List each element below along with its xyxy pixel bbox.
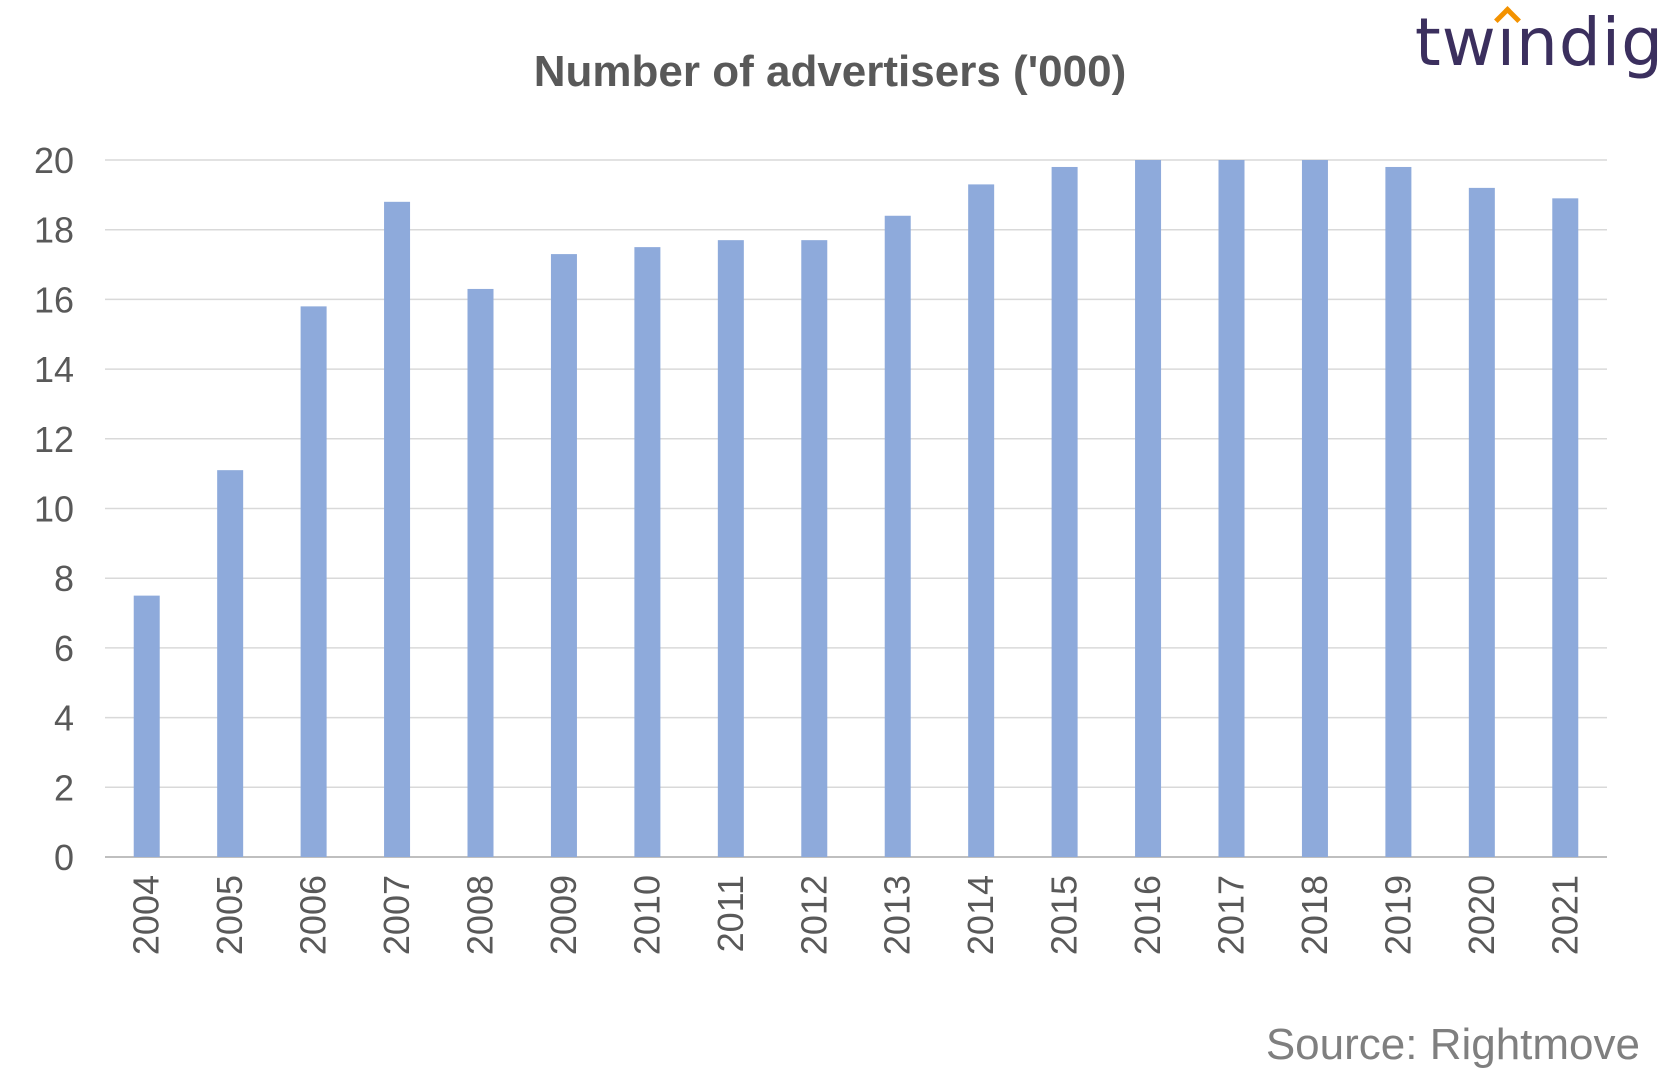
bar-2016 (1135, 160, 1162, 857)
bar-2008 (467, 288, 494, 857)
y-axis-ticks: 0 2 4 6 8 10 12 14 16 18 20 (34, 140, 74, 878)
x-tick-label-2004: 2004 (126, 875, 167, 955)
x-tick-label-2021: 2021 (1544, 875, 1585, 955)
bar-2015 (1051, 166, 1078, 858)
bar-2007 (384, 201, 411, 857)
bar-2009 (550, 254, 577, 858)
bar-2011 (717, 240, 744, 857)
x-axis-ticks: 2004 2005 2006 2007 2008 2009 2010 2011 2012 2013… (126, 875, 1586, 955)
source-note: Source: Rightmove (1265, 1020, 1640, 1069)
y-tick-label: 10 (34, 489, 74, 530)
y-tick-label: 2 (54, 767, 74, 808)
y-tick-label: 0 (54, 837, 74, 878)
bar-2012 (801, 240, 828, 857)
bar-2018 (1301, 160, 1328, 857)
bar-2019 (1385, 166, 1412, 858)
x-tick-label-2019: 2019 (1377, 875, 1418, 955)
twindig-logo: twı ndig (1414, 4, 1664, 81)
x-tick-label-2013: 2013 (877, 875, 918, 955)
bars (133, 160, 1579, 858)
bar-2004 (133, 595, 160, 857)
bar-2020 (1468, 187, 1495, 857)
y-tick-label: 8 (54, 558, 74, 599)
x-tick-label-2014: 2014 (960, 875, 1001, 955)
x-tick-label-2009: 2009 (543, 875, 584, 955)
bar-2005 (217, 470, 244, 857)
x-tick-label-2005: 2005 (209, 875, 250, 955)
x-tick-label-2017: 2017 (1211, 875, 1252, 955)
y-tick-label: 6 (54, 628, 74, 669)
bar-2021 (1552, 198, 1579, 857)
x-tick-label-2018: 2018 (1294, 875, 1335, 955)
bar-2013 (884, 215, 911, 857)
x-tick-label-2011: 2011 (710, 875, 751, 952)
x-tick-label-2007: 2007 (376, 875, 417, 955)
chart-title: Number of advertisers ('000) (534, 47, 1126, 96)
gridlines (105, 159, 1607, 858)
x-tick-label-2016: 2016 (1127, 875, 1168, 955)
y-tick-label: 4 (54, 698, 74, 739)
y-tick-label: 20 (34, 140, 74, 181)
x-tick-label-2006: 2006 (293, 875, 334, 955)
bar-2006 (300, 306, 327, 857)
y-tick-label: 12 (34, 419, 74, 460)
x-tick-label-2010: 2010 (626, 875, 667, 955)
x-tick-label-2020: 2020 (1461, 875, 1502, 955)
bar-2017 (1218, 160, 1245, 857)
x-tick-label-2012: 2012 (793, 875, 834, 955)
y-tick-label: 14 (34, 349, 74, 390)
x-tick-label-2015: 2015 (1044, 875, 1085, 955)
bar-2010 (634, 247, 661, 857)
x-tick-label-2008: 2008 (460, 875, 501, 955)
y-tick-label: 18 (34, 210, 74, 251)
bar-2014 (968, 184, 995, 857)
y-tick-label: 16 (34, 279, 74, 320)
